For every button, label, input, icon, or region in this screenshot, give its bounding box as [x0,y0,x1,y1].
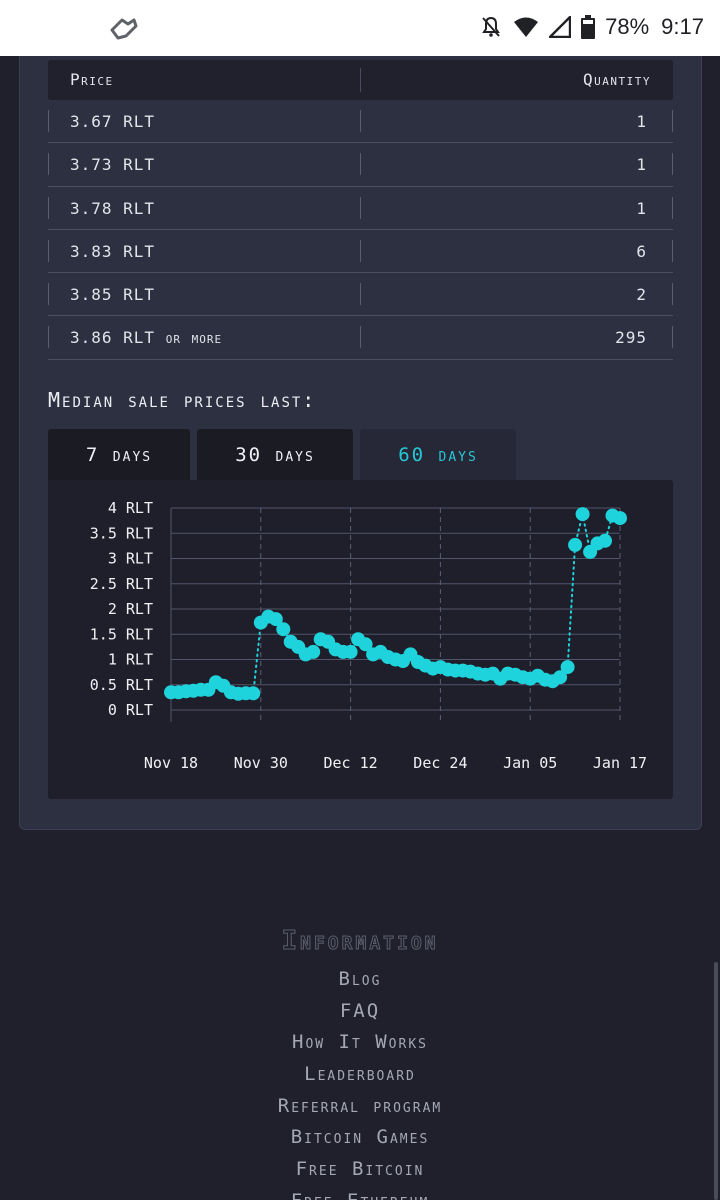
data-point [246,686,261,701]
table-row: 3.86 RLT or more 295 [48,316,673,360]
data-point [553,670,568,685]
table-row: 3.83 RLT 6 [48,230,673,274]
signal-icon [549,16,572,38]
data-point [560,660,575,675]
table-row: 3.85 RLT 2 [48,273,673,317]
data-point [276,622,291,637]
median-price-chart: 0 RLT 0.5 RLT 1 RLT 1.5 RLT 2 RLT 2.5 RLT 3 RL… [48,480,673,799]
chart-svg: 0 RLT 0.5 RLT 1 RLT 1.5 RLT 2 RLT 2.5 RLT 3 RL… [90,499,647,772]
footer-link-referral-program[interactable]: Referral program [277,1094,443,1117]
data-point [306,644,321,659]
footer-links: Blog FAQ How It Works Leaderboard Referr… [0,968,720,1200]
row-quantity: 1 [636,112,647,131]
row-price: 3.85 RLT [70,285,156,305]
row-price: 3.67 RLT [70,112,156,131]
battery-percent: 78% [605,14,650,39]
table-row: 3.73 RLT 1 [48,143,673,187]
orders-table-header: Price Quantity [48,60,673,100]
x-tick-label: Nov 30 [234,754,288,772]
tab-30-days[interactable]: 30 days [197,429,353,481]
y-tick-label: 1.5 RLT [90,625,153,643]
row-price: 3.78 RLT [70,198,156,218]
row-quantity: 1 [636,198,647,218]
data-point [575,507,590,522]
x-tick-label: Jan 05 [503,754,557,772]
x-tick-label: Dec 24 [413,754,467,772]
table-row: 3.67 RLT 1 [48,100,673,144]
data-point [598,533,612,548]
row-price: 3.86 RLT or more [70,328,223,348]
median-title: Median sale prices last: [48,388,317,412]
clock: 9:17 [661,14,704,39]
wifi-icon [514,17,539,37]
x-tick-label: Dec 12 [324,754,378,772]
data-point [568,537,583,552]
scrollbar-thumb[interactable] [714,962,718,1200]
y-tick-label: 2 RLT [108,600,153,618]
data-point [268,612,283,627]
footer-link-leaderboard[interactable]: Leaderboard [304,1063,416,1086]
row-quantity: 1 [636,155,647,175]
orders-table: 3.67 RLT 1 3.73 RLT 1 3.78 RLT 1 3.83 RL… [48,100,673,360]
footer-link-bitcoin-games[interactable]: Bitcoin Games [290,1126,430,1149]
header-divider [360,68,361,92]
y-tick-label: 0 RLT [108,701,153,719]
footer-link-how-it-works[interactable]: How It Works [292,1031,428,1054]
footer-heading: Information [281,926,439,957]
mute-icon [482,16,500,37]
tab-7-days[interactable]: 7 days [48,429,190,481]
tab-60-days[interactable]: 60 days [360,429,516,481]
footer-link-free-bitcoin[interactable]: Free Bitcoin [295,1158,425,1181]
app-notification-icon [110,18,138,40]
row-quantity: 295 [615,328,647,348]
data-point [343,644,358,659]
y-tick-label: 3.5 RLT [90,524,153,542]
data-point [358,637,373,652]
status-bar: 78% 9:17 [0,0,720,56]
price-column-header: Price [70,70,114,89]
row-quantity: 2 [636,285,647,305]
table-row: 3.78 RLT 1 [48,187,673,230]
x-tick-label: Jan 17 [593,754,647,772]
quantity-column-header: Quantity [583,70,651,89]
row-price: 3.83 RLT [70,241,156,261]
x-tick-label: Nov 18 [144,754,198,772]
y-tick-label: 4 RLT [108,499,153,517]
y-tick-label: 2.5 RLT [90,575,153,593]
row-price: 3.73 RLT [70,155,156,175]
footer-link-blog[interactable]: Blog [338,968,382,990]
battery-icon [581,15,596,39]
footer-link-free-ethereum[interactable]: Free Ethereum [0,1190,720,1200]
y-tick-label: 1 RLT [108,651,153,669]
series-line [170,513,621,695]
footer-link-faq[interactable]: FAQ [339,999,381,1022]
row-quantity: 6 [636,241,647,261]
data-point [613,511,627,526]
y-tick-label: 0.5 RLT [90,676,153,694]
y-tick-label: 3 RLT [108,550,153,568]
